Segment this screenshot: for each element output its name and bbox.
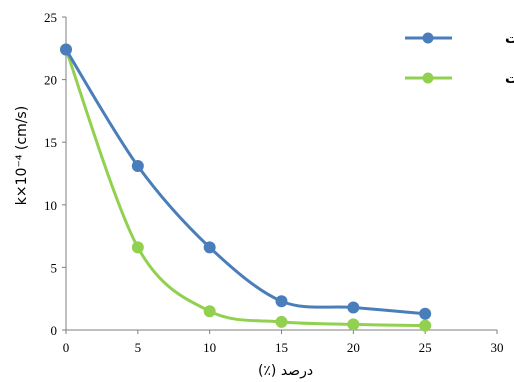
data-point bbox=[275, 295, 288, 308]
data-point bbox=[131, 241, 144, 254]
data-point bbox=[419, 307, 432, 320]
data-point bbox=[203, 241, 216, 254]
y-tick-label: 20 bbox=[44, 73, 57, 88]
data-point bbox=[60, 43, 72, 56]
axes bbox=[62, 16, 498, 334]
series-lines bbox=[60, 43, 432, 332]
data-point bbox=[275, 315, 288, 328]
data-point bbox=[419, 319, 432, 332]
x-tick-label: 10 bbox=[203, 340, 216, 355]
series-line bbox=[64, 48, 426, 316]
y-tick-label: 5 bbox=[51, 260, 58, 275]
legend: زئولیت سپیولیت bbox=[405, 31, 514, 87]
data-point bbox=[347, 301, 360, 314]
x-tick-label: 20 bbox=[347, 340, 360, 355]
y-tick-label: 15 bbox=[44, 135, 57, 150]
data-point bbox=[203, 305, 216, 318]
y-tick-label: 10 bbox=[44, 198, 57, 213]
x-tick-label: 5 bbox=[135, 340, 142, 355]
series-0 bbox=[60, 43, 432, 320]
x-axis-title: درصد (٪) bbox=[258, 363, 313, 379]
y-axis-title: k×10⁻⁴ (cm/s) bbox=[14, 106, 30, 205]
x-tick-label: 25 bbox=[419, 340, 432, 355]
x-tick-label: 30 bbox=[491, 340, 504, 355]
tick-labels: 0 5 10 15 20 25 0 5 10 15 20 25 30 bbox=[44, 10, 504, 355]
legend-marker bbox=[422, 32, 434, 44]
legend-marker bbox=[422, 72, 434, 84]
legend-item-0: زئولیت bbox=[405, 31, 514, 47]
series-1 bbox=[60, 43, 432, 332]
legend-label: زئولیت bbox=[505, 31, 514, 47]
legend-label: سپیولیت bbox=[505, 71, 514, 87]
data-point bbox=[131, 159, 144, 172]
series-line bbox=[64, 49, 426, 328]
x-tick-label: 0 bbox=[63, 340, 70, 355]
y-tick-label: 0 bbox=[51, 323, 58, 338]
y-tick-label: 25 bbox=[44, 10, 57, 25]
data-point bbox=[347, 318, 360, 331]
x-tick-label: 15 bbox=[275, 340, 288, 355]
legend-item-1: سپیولیت bbox=[405, 71, 514, 87]
